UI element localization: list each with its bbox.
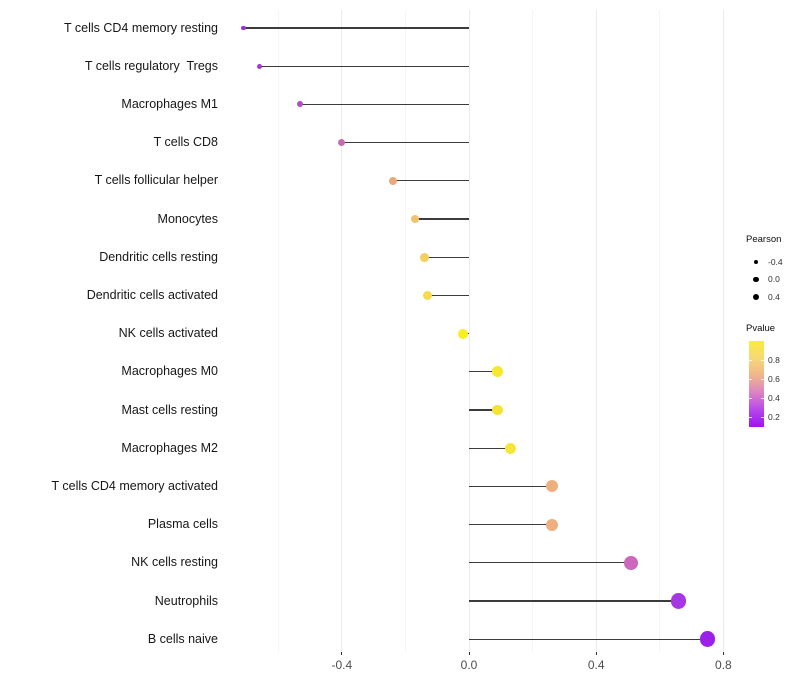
category-label: NK cells activated: [118, 326, 218, 341]
colorbar-tick: [761, 360, 764, 362]
gridline-major: [722, 10, 724, 652]
lollipop-stem: [469, 562, 632, 564]
category-label: Dendritic cells activated: [86, 287, 218, 302]
gridline-major: [341, 10, 343, 652]
category-label: Dendritic cells resting: [99, 249, 218, 264]
colorbar-tick: [749, 360, 752, 362]
gridline-minor: [532, 10, 534, 652]
category-label: Plasma cells: [147, 517, 218, 532]
data-point: [545, 480, 558, 493]
colorbar-tick-label: 0.4: [768, 392, 780, 403]
data-point: [504, 442, 516, 454]
colorbar-tick-label: 0.2: [768, 411, 780, 422]
category-label: T cells CD4 memory activated: [51, 478, 219, 493]
colorbar-tick: [749, 398, 752, 400]
category-label: T cells regulatory Tregs: [84, 58, 218, 73]
lollipop-stem: [341, 141, 469, 144]
legend-size-label: 0.4: [768, 291, 780, 302]
lollipop-stem: [469, 600, 679, 602]
data-point: [297, 101, 304, 108]
data-point: [699, 631, 716, 648]
category-label: Macrophages M1: [121, 96, 218, 111]
lollipop-stem: [469, 447, 511, 449]
x-axis-tick-label: 0.4: [587, 658, 605, 672]
lollipop-stem: [392, 180, 469, 182]
x-axis-tick-label: -0.4: [331, 658, 353, 672]
x-axis-tick-label: 0.0: [460, 658, 478, 672]
data-point: [240, 25, 246, 31]
data-point: [457, 328, 468, 339]
legend-size-circle: [752, 293, 760, 301]
colorbar-tick-label: 0.6: [768, 373, 780, 384]
lollipop-stem: [300, 103, 469, 106]
category-label: Macrophages M2: [121, 440, 218, 455]
legend-size-circle: [753, 276, 759, 283]
colorbar-tick: [761, 417, 764, 419]
data-point: [671, 593, 687, 609]
category-label: Macrophages M0: [121, 364, 218, 379]
lollipop-stem: [427, 294, 469, 297]
lollipop-stem: [469, 638, 708, 640]
lollipop-stem: [469, 409, 498, 411]
legend-size-circle: [753, 259, 759, 265]
category-label: NK cells resting: [131, 555, 218, 570]
data-point: [388, 176, 397, 185]
pvalue-colorbar: [749, 341, 764, 427]
category-label: Neutrophils: [154, 593, 218, 608]
legend-size-label: -0.4: [768, 256, 783, 267]
category-label: Mast cells resting: [121, 402, 218, 417]
x-axis-tick: [595, 652, 597, 655]
gridline-major: [595, 10, 597, 652]
lollipop-stem: [424, 256, 469, 258]
gridline-minor: [404, 10, 406, 652]
lollipop-stem: [414, 218, 469, 220]
colorbar-tick: [749, 417, 752, 419]
data-point: [423, 290, 433, 300]
legend-pvalue-title: Pvalue: [746, 323, 776, 334]
category-label: T cells follicular helper: [94, 173, 218, 188]
x-axis-tick: [722, 652, 724, 655]
category-label: B cells naive: [147, 631, 218, 646]
x-axis-tick-label: 0.8: [715, 658, 732, 672]
data-point: [492, 366, 503, 378]
colorbar-tick: [761, 398, 764, 400]
data-point: [492, 404, 503, 416]
gridline-minor: [277, 10, 279, 652]
gridline-major: [468, 10, 470, 652]
colorbar-tick-label: 0.8: [768, 354, 780, 365]
x-axis-tick: [468, 652, 470, 655]
legend-pearson-title: Pearson: [746, 234, 782, 245]
legend-size-label: 0.0: [768, 274, 780, 284]
data-point: [256, 63, 262, 69]
category-label: Monocytes: [157, 211, 218, 226]
category-label: T cells CD4 memory resting: [64, 20, 218, 35]
data-point: [545, 518, 558, 531]
data-point: [624, 555, 639, 570]
data-point: [420, 252, 429, 262]
category-label: T cells CD8: [153, 135, 218, 150]
x-axis-tick: [341, 652, 343, 655]
lollipop-stem: [243, 27, 469, 29]
lollipop-stem: [259, 65, 469, 67]
lollipop-stem: [469, 523, 552, 526]
colorbar-tick: [749, 379, 752, 381]
gridline-minor: [659, 10, 661, 652]
data-point: [338, 139, 346, 147]
data-point: [410, 214, 420, 224]
colorbar-tick: [761, 379, 764, 381]
lollipop-stem: [469, 371, 498, 373]
lollipop-stem: [469, 485, 552, 488]
